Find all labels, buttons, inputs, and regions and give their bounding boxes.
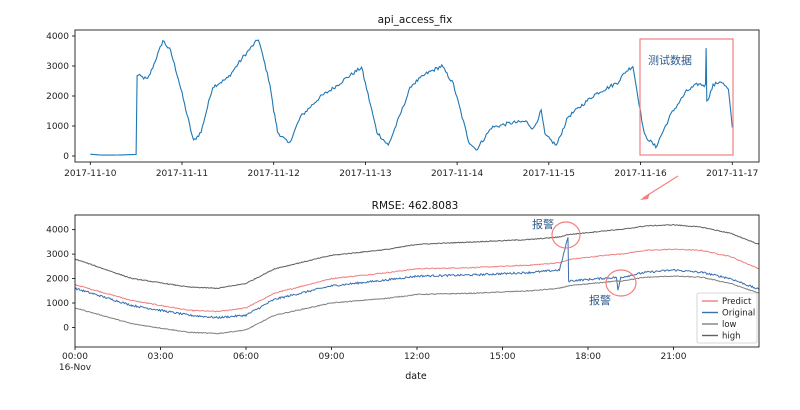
x-axis-label: date <box>405 371 427 382</box>
alarm-label-1: 报警 <box>532 217 554 231</box>
top-y-tick-label: 1000 <box>46 122 69 132</box>
top-x-tick-label: 2017-11-13 <box>339 169 391 179</box>
bottom-x-tick-label: 18:00 <box>575 352 601 362</box>
bottom-chart-title: RMSE: 462.8083 <box>372 200 459 212</box>
bottom-chart: RMSE: 462.8083 0 1000 2000 3000 4000 00:00 03… <box>46 200 760 382</box>
bottom-x-tick-label: 03:00 <box>148 352 174 362</box>
top-y-tick-label: 2000 <box>46 92 69 102</box>
alarm-label-2: 报警 <box>589 293 611 307</box>
bottom-y-tick-label: 4000 <box>46 226 69 236</box>
bottom-y-tick-label: 0 <box>63 323 69 333</box>
series-line-predict <box>74 248 760 313</box>
bottom-x-tick-label: 21:00 <box>661 352 687 362</box>
series-line-original <box>74 237 760 319</box>
top-x-tick-label: 2017-11-12 <box>248 169 300 179</box>
legend-label: Original <box>722 309 755 319</box>
series-line-low <box>74 275 760 335</box>
series-line-high <box>74 223 760 290</box>
top-x-tick-label: 2017-11-16 <box>614 169 667 179</box>
top-x-tick-label: 2017-11-15 <box>523 169 575 179</box>
bottom-y-tick-label: 2000 <box>46 275 69 285</box>
bottom-x-tick-label: 15:00 <box>490 352 516 362</box>
top-series-path <box>90 39 733 156</box>
top-x-tick-label: 2017-11-17 <box>706 169 758 179</box>
legend-label: high <box>722 332 741 342</box>
bottom-x-tick-label: 09:00 <box>319 352 345 362</box>
legend-label: Predict <box>722 297 752 307</box>
top-chart: api_access_fix 0 1000 2000 3000 4000 2017-11… <box>46 14 760 179</box>
connector-arrow <box>640 175 679 200</box>
top-chart-title: api_access_fix <box>378 14 453 26</box>
bottom-x-axis: 00:00 03:00 06:00 09:00 12:00 15:00 18:00 21:00 <box>62 347 687 362</box>
x-sub-label: 16-Nov <box>59 363 92 373</box>
top-y-tick-label: 4000 <box>46 32 69 42</box>
test-data-box <box>639 38 734 156</box>
top-y-tick-label: 3000 <box>46 62 69 72</box>
bottom-series-lines <box>74 223 760 335</box>
top-x-tick-label: 2017-11-10 <box>64 169 117 179</box>
alarm-circle-2 <box>605 269 637 297</box>
bottom-x-tick-label: 00:00 <box>62 352 88 362</box>
top-x-tick-label: 2017-11-11 <box>156 169 208 179</box>
top-series-line <box>90 39 733 156</box>
bottom-x-tick-label: 06:00 <box>233 352 259 362</box>
bottom-y-tick-label: 1000 <box>46 299 69 309</box>
alarm-circle-1 <box>551 221 581 249</box>
test-data-label: 测试数据 <box>648 53 692 67</box>
bottom-plot-frame <box>74 214 760 348</box>
bottom-y-tick-label: 3000 <box>46 250 69 260</box>
top-x-tick-label: 2017-11-14 <box>431 169 484 179</box>
legend-label: low <box>722 320 737 330</box>
top-y-axis: 0 1000 2000 3000 4000 <box>46 32 75 162</box>
legend-box <box>696 292 758 344</box>
bottom-y-axis: 0 1000 2000 3000 4000 <box>46 226 75 333</box>
top-plot-frame <box>74 29 760 163</box>
bottom-x-tick-label: 12:00 <box>404 352 430 362</box>
top-y-tick-label: 0 <box>63 152 69 162</box>
top-x-axis: 2017-11-10 2017-11-11 2017-11-12 2017-11-13… <box>64 162 758 179</box>
